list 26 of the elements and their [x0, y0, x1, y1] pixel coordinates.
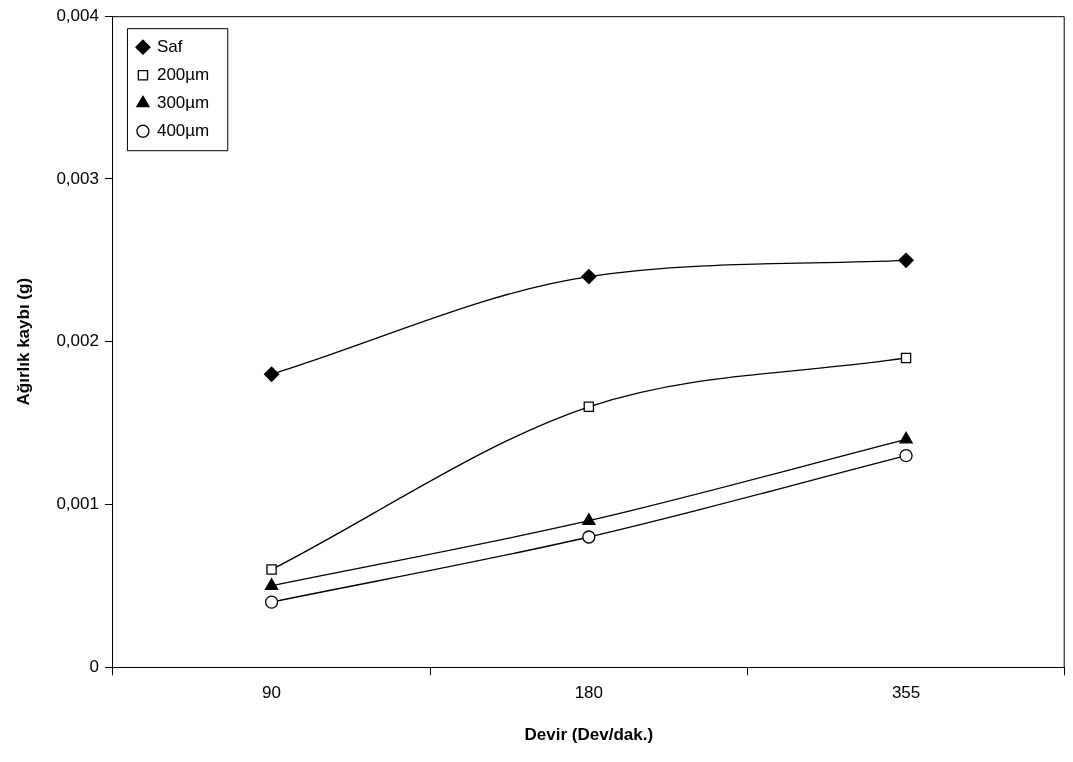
y-tick-label: 0,001: [56, 494, 99, 514]
point: [582, 513, 596, 525]
legend-label: 300µm: [156, 92, 210, 112]
y-tick-label: 0,004: [56, 5, 99, 25]
x-tick-label: 180: [574, 683, 604, 703]
legend-label: 400µm: [156, 120, 210, 140]
point: [899, 448, 913, 463]
y-tick-label: 0,003: [56, 168, 99, 188]
legend-label: 200µm: [156, 64, 210, 84]
point: [898, 252, 914, 268]
legend-label: Saf: [156, 36, 183, 56]
point: [899, 431, 913, 444]
point: [264, 595, 279, 609]
x-axis-title: Devir (Dev/dak.): [524, 725, 654, 745]
x-tick-label: 355: [891, 683, 921, 703]
point: [582, 530, 596, 544]
point: [583, 401, 595, 413]
y-tick-label: 0: [89, 656, 99, 676]
y-tick-label: 0,002: [56, 331, 99, 351]
point: [581, 268, 597, 285]
point: [900, 352, 912, 364]
point: [263, 366, 280, 382]
x-tick-label: 90: [262, 683, 282, 703]
y-axis-title: Ağırlık kaybı (g): [13, 277, 33, 406]
point: [266, 564, 277, 575]
point: [264, 578, 279, 590]
